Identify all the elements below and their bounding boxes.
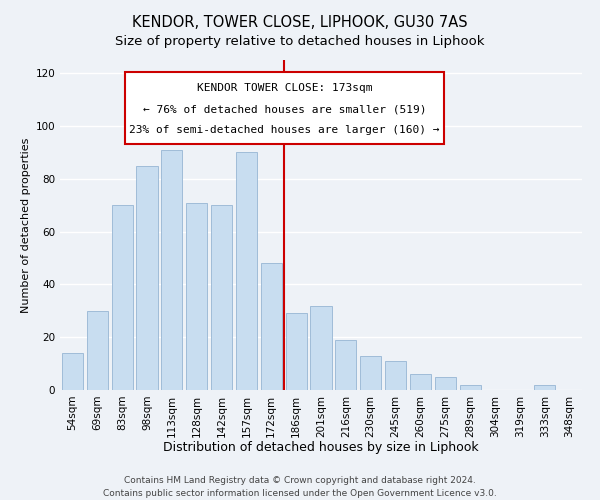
Text: KENDOR TOWER CLOSE: 173sqm: KENDOR TOWER CLOSE: 173sqm — [197, 83, 372, 93]
Bar — [410, 374, 431, 390]
Bar — [186, 202, 207, 390]
Text: KENDOR, TOWER CLOSE, LIPHOOK, GU30 7AS: KENDOR, TOWER CLOSE, LIPHOOK, GU30 7AS — [132, 15, 468, 30]
Text: ← 76% of detached houses are smaller (519): ← 76% of detached houses are smaller (51… — [143, 104, 426, 114]
Bar — [62, 353, 83, 390]
Text: Contains HM Land Registry data © Crown copyright and database right 2024.
Contai: Contains HM Land Registry data © Crown c… — [103, 476, 497, 498]
Y-axis label: Number of detached properties: Number of detached properties — [21, 138, 31, 312]
Bar — [460, 384, 481, 390]
Bar — [534, 384, 555, 390]
Bar — [236, 152, 257, 390]
Bar — [161, 150, 182, 390]
Bar — [385, 361, 406, 390]
Bar — [335, 340, 356, 390]
Bar — [211, 205, 232, 390]
Bar — [112, 205, 133, 390]
Bar — [360, 356, 381, 390]
FancyBboxPatch shape — [125, 72, 443, 144]
Bar — [435, 377, 456, 390]
Bar — [286, 314, 307, 390]
Bar — [310, 306, 332, 390]
Bar — [136, 166, 158, 390]
Text: 23% of semi-detached houses are larger (160) →: 23% of semi-detached houses are larger (… — [129, 125, 440, 135]
Bar — [261, 264, 282, 390]
X-axis label: Distribution of detached houses by size in Liphook: Distribution of detached houses by size … — [163, 441, 479, 454]
Text: Size of property relative to detached houses in Liphook: Size of property relative to detached ho… — [115, 35, 485, 48]
Bar — [87, 311, 108, 390]
